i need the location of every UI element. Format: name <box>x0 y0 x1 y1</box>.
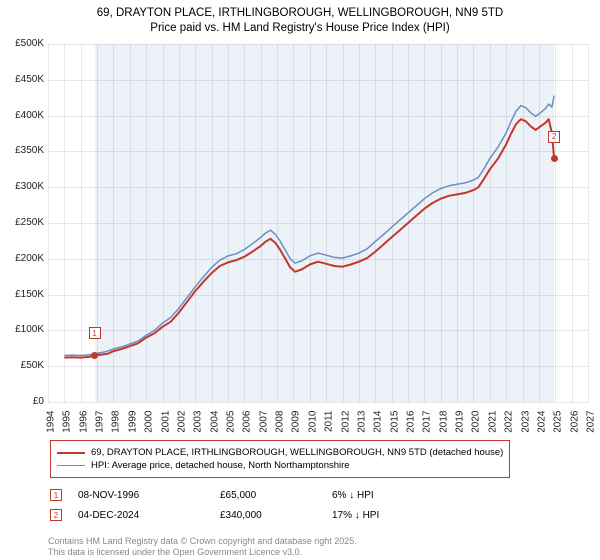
series-line-hpi <box>64 96 554 356</box>
legend-label: HPI: Average price, detached house, Nort… <box>91 460 350 471</box>
y-axis-tick-label: £500K <box>0 38 44 49</box>
x-axis-tick-label: 2005 <box>226 411 237 441</box>
legend-box: 69, DRAYTON PLACE, IRTHLINGBOROUGH, WELL… <box>50 440 510 478</box>
x-axis-tick-label: 2021 <box>487 411 498 441</box>
x-axis-tick-label: 2027 <box>586 411 597 441</box>
x-axis-tick-label: 2004 <box>209 411 220 441</box>
x-axis-tick-label: 2022 <box>504 411 515 441</box>
x-axis-tick-label: 2010 <box>307 411 318 441</box>
chart-plot-area: 12 <box>48 44 588 402</box>
footnote-line-1: Contains HM Land Registry data © Crown c… <box>48 536 357 546</box>
x-axis-tick-label: 2006 <box>242 411 253 441</box>
x-axis-tick-label: 2026 <box>569 411 580 441</box>
x-axis-tick-label: 1994 <box>46 411 57 441</box>
x-axis-tick-label: 2016 <box>406 411 417 441</box>
event-price: £340,000 <box>220 506 330 524</box>
x-axis-tick-label: 2000 <box>144 411 155 441</box>
y-axis-tick-label: £0 <box>0 396 44 407</box>
x-axis-tick-label: 2003 <box>193 411 204 441</box>
event-row: 1 08-NOV-1996£65,0006% ↓ HPI <box>50 486 393 504</box>
y-axis-tick-label: £50K <box>0 360 44 371</box>
chart-lines <box>48 44 588 402</box>
legend-swatch <box>57 452 85 454</box>
x-axis-tick-label: 2009 <box>291 411 302 441</box>
event-marker-label: 1 <box>89 327 101 339</box>
y-axis-tick-label: £400K <box>0 110 44 121</box>
x-axis-tick-label: 1997 <box>95 411 106 441</box>
chart-title: 69, DRAYTON PLACE, IRTHLINGBOROUGH, WELL… <box>0 0 600 36</box>
x-axis-tick-label: 2012 <box>340 411 351 441</box>
event-delta: 6% ↓ HPI <box>332 486 393 504</box>
x-axis-tick-label: 2002 <box>176 411 187 441</box>
y-axis-tick-label: £200K <box>0 253 44 264</box>
x-axis-tick-label: 2008 <box>275 411 286 441</box>
event-price: £65,000 <box>220 486 330 504</box>
footnote-line-2: This data is licensed under the Open Gov… <box>48 547 302 557</box>
x-axis-tick-label: 1995 <box>62 411 73 441</box>
legend-label: 69, DRAYTON PLACE, IRTHLINGBOROUGH, WELL… <box>91 447 503 458</box>
y-axis-tick-label: £350K <box>0 145 44 156</box>
y-axis-tick-label: £300K <box>0 181 44 192</box>
x-axis-tick-label: 2013 <box>356 411 367 441</box>
event-row: 2 04-DEC-2024£340,00017% ↓ HPI <box>50 506 393 524</box>
event-marker-dot <box>551 155 558 162</box>
x-axis-tick-label: 2001 <box>160 411 171 441</box>
events-table: 1 08-NOV-1996£65,0006% ↓ HPI 2 04-DEC-2024£… <box>48 484 395 526</box>
x-axis-tick-label: 2020 <box>471 411 482 441</box>
y-axis-tick-label: £100K <box>0 324 44 335</box>
x-axis-tick-label: 2019 <box>455 411 466 441</box>
title-line-1: 69, DRAYTON PLACE, IRTHLINGBOROUGH, WELL… <box>97 7 503 19</box>
x-axis-tick-label: 2023 <box>520 411 531 441</box>
series-line-price_paid <box>64 119 554 357</box>
y-axis-tick-label: £150K <box>0 289 44 300</box>
event-date: 04-DEC-2024 <box>78 506 218 524</box>
title-line-2: Price paid vs. HM Land Registry's House … <box>150 22 449 34</box>
x-axis-tick-label: 2007 <box>258 411 269 441</box>
gridline-horizontal <box>48 402 588 403</box>
x-axis-tick-label: 1996 <box>78 411 89 441</box>
x-axis-tick-label: 2017 <box>422 411 433 441</box>
x-axis-tick-label: 1999 <box>127 411 138 441</box>
x-axis-tick-label: 2015 <box>389 411 400 441</box>
x-axis-tick-label: 2011 <box>324 411 335 441</box>
event-number-box: 1 <box>50 489 62 501</box>
event-marker-label: 2 <box>548 131 560 143</box>
event-number-box: 2 <box>50 509 62 521</box>
legend-entry: HPI: Average price, detached house, Nort… <box>57 460 503 471</box>
event-date: 08-NOV-1996 <box>78 486 218 504</box>
legend-entry: 69, DRAYTON PLACE, IRTHLINGBOROUGH, WELL… <box>57 447 503 458</box>
x-axis-tick-label: 1998 <box>111 411 122 441</box>
y-axis-tick-label: £250K <box>0 217 44 228</box>
event-delta: 17% ↓ HPI <box>332 506 393 524</box>
y-axis-tick-label: £450K <box>0 74 44 85</box>
footnote: Contains HM Land Registry data © Crown c… <box>48 536 357 559</box>
gridline-vertical <box>588 44 589 402</box>
x-axis-tick-label: 2024 <box>536 411 547 441</box>
legend-swatch <box>57 465 85 467</box>
x-axis-tick-label: 2025 <box>553 411 564 441</box>
x-axis-tick-label: 2018 <box>438 411 449 441</box>
x-axis-tick-label: 2014 <box>373 411 384 441</box>
